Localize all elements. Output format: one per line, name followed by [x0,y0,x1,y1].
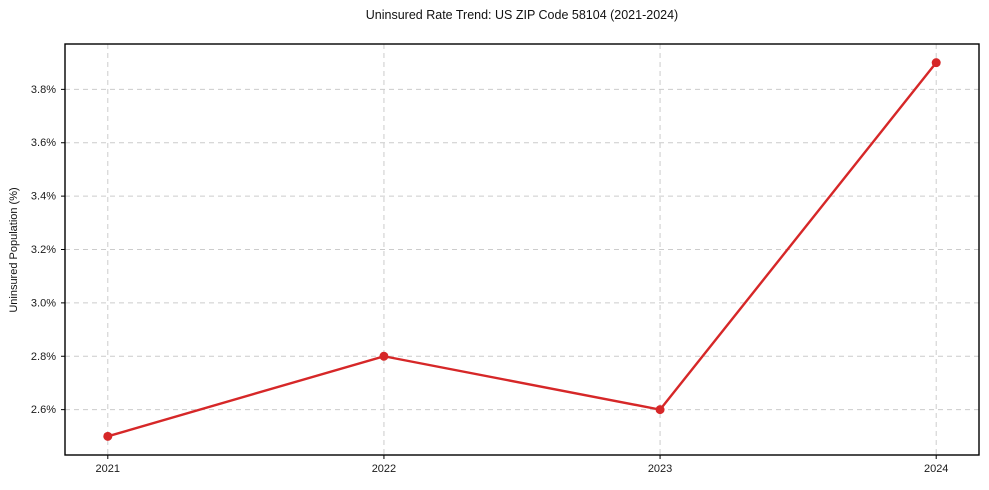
trend-line [106,61,938,438]
data-point-marker [655,405,665,415]
y-tick-label: 3.6% [31,137,56,149]
data-point-marker [379,351,389,361]
y-tick-label: 2.6% [31,404,56,416]
y-tick-label: 3.0% [31,297,56,309]
y-tick-label: 2.8% [31,351,56,363]
y-tick-label: 3.8% [31,84,56,96]
x-tick-label: 2022 [372,463,396,475]
y-axis-label: Uninsured Population (%) [8,187,20,313]
x-tick-label: 2023 [648,463,672,475]
data-point-marker [931,58,941,68]
x-tick-label: 2021 [96,463,120,475]
x-tick-label: 2024 [924,463,948,475]
y-tick-label: 3.4% [31,191,56,203]
chart-title: Uninsured Rate Trend: US ZIP Code 58104 … [365,8,679,22]
y-tick-label: 3.2% [31,244,56,256]
data-point-marker [103,431,113,441]
